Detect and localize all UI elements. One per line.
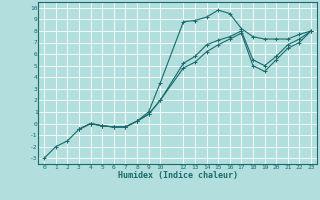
- X-axis label: Humidex (Indice chaleur): Humidex (Indice chaleur): [118, 171, 238, 180]
